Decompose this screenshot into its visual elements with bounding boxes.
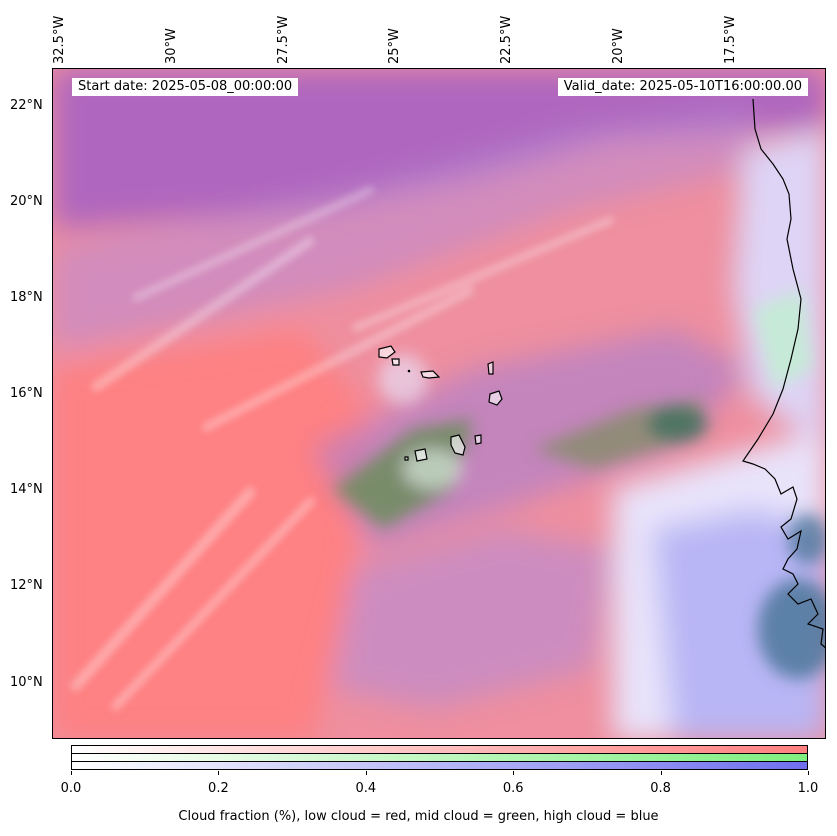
colorbar-tick-label: 0.8 [650,781,671,796]
colorbar-tick-label: 0.6 [502,781,524,796]
latitude-label: 22°N [10,98,43,113]
colorbar-tick-label: 0.2 [208,781,229,796]
colorbar-tick-label: 1.0 [797,781,819,796]
longitude-label: 25°W [387,28,402,64]
latitude-label: 18°N [10,290,43,305]
longitude-label: 32.5°W [52,15,67,64]
high-cloud-teal-coast [788,514,825,564]
colorbar-high-cloud [71,761,808,770]
cloud-streak [90,235,316,393]
colorbar-tick-mark [808,771,809,775]
colorbar [71,745,808,770]
map-panel [52,68,826,739]
latitude-label: 16°N [10,386,43,401]
colorbar-low-cloud [71,745,808,754]
high-cloud-streaks [53,109,753,349]
latitude-label: 14°N [10,482,43,497]
latitude-label: 10°N [10,675,43,690]
longitude-label: 30°W [164,28,179,64]
latitude-label: 20°N [10,194,43,209]
high-cloud-teal-south [758,579,825,679]
mid-cloud-coast [753,289,813,389]
africa-coastline [742,98,825,649]
colorbar-tick-label: 0.4 [355,781,377,796]
cape-verde-islands [378,345,503,462]
clear-patch-islands-south [403,449,463,489]
mid-cloud-green-west [333,419,473,529]
cloud-streak [69,485,257,693]
island-dot [407,369,411,373]
start-date-label: Start date: 2025-05-08_00:00:00 [72,78,299,96]
valid-date-label: Valid_date: 2025-05-10T16:00:00.00 [557,78,808,96]
colorbar-tick-mark [513,771,515,775]
clear-patch-islands [378,354,428,404]
high-cloud-blue-patch [653,509,825,738]
cloud-streak [110,496,316,712]
longitude-label: 17.5°W [723,15,738,64]
colorbar-label: Cloud fraction (%), low cloud = red, mid… [178,809,659,824]
colorbar-tick-mark [365,771,367,775]
cloud-streak [351,215,615,333]
longitude-label: 22.5°W [499,15,514,64]
colorbar-tick-label: 0.0 [60,781,82,796]
longitude-label: 27.5°W [276,15,291,64]
cloud-streak [201,285,475,433]
cloud-fraction-map [53,69,825,738]
high-cloud-band-north [53,69,825,229]
cloud-streak [131,185,375,303]
longitude-label: 20°W [611,28,626,64]
colorbar-tick-mark [218,771,220,775]
colorbar-tick-mark [660,771,662,775]
latitude-label: 12°N [10,578,43,593]
colorbar-mid-cloud [71,753,808,762]
colorbar-tick-mark [71,771,72,775]
high-cloud-band-south [333,529,613,709]
mid-cloud-dark-east [648,406,708,442]
